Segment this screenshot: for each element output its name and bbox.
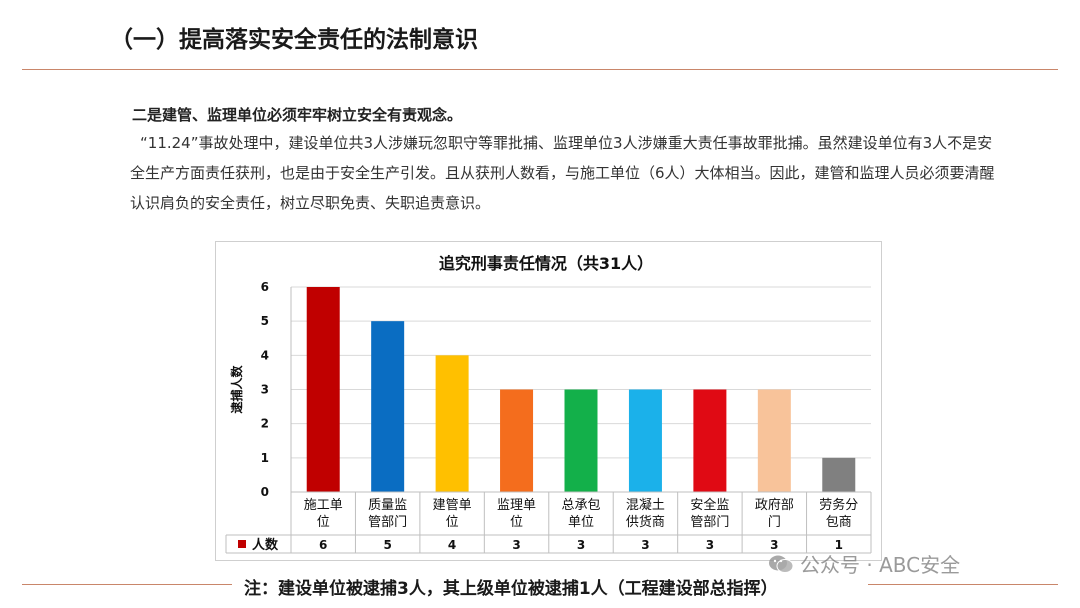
data-label: 3 bbox=[770, 538, 778, 552]
category-label: 位 bbox=[317, 515, 330, 530]
category-label: 单位 bbox=[568, 515, 594, 530]
category-label: 安全监 bbox=[690, 497, 729, 513]
category-label: 管部门 bbox=[690, 515, 729, 530]
bar bbox=[500, 389, 534, 492]
bar bbox=[306, 287, 340, 492]
chart-frame: 追究刑事责任情况（共31人） 逮捕人数 0 1 2 3 4 5 6 施工单位 6 质量监管部门 5… bbox=[215, 241, 882, 561]
category-label: 总承包 bbox=[561, 498, 600, 513]
legend-label: 人数 bbox=[252, 537, 279, 553]
note-divider-right bbox=[868, 584, 1058, 585]
y-tick-label: 2 bbox=[261, 417, 269, 431]
y-tick-label: 4 bbox=[261, 348, 269, 362]
chart-title: 追究刑事责任情况（共31人） bbox=[439, 254, 653, 273]
y-tick-label: 3 bbox=[261, 383, 269, 397]
data-label: 5 bbox=[383, 538, 391, 552]
legend-swatch bbox=[238, 540, 246, 548]
category-label: 政府部 bbox=[755, 498, 794, 513]
y-tick-label: 5 bbox=[261, 314, 269, 328]
page-title: （一）提高落实安全责任的法制意识 bbox=[110, 27, 478, 53]
y-tick-label: 1 bbox=[261, 451, 269, 465]
bar bbox=[371, 321, 405, 492]
category-label: 质量监 bbox=[368, 498, 407, 513]
category-label: 劳务分 bbox=[819, 497, 858, 513]
category-label: 监理单 bbox=[497, 498, 536, 513]
category-label: 混凝土 bbox=[626, 497, 665, 513]
bar bbox=[628, 389, 662, 492]
data-label: 3 bbox=[706, 538, 714, 552]
category-label: 位 bbox=[510, 515, 523, 530]
data-label: 1 bbox=[835, 538, 843, 552]
y-axis-label: 逮捕人数 bbox=[229, 365, 244, 414]
data-label: 6 bbox=[319, 538, 327, 552]
bar bbox=[822, 457, 856, 492]
data-label: 3 bbox=[641, 538, 649, 552]
footnote: 注：建设单位被逮捕3人，其上级单位被逮捕1人（工程建设部总指挥） bbox=[244, 579, 778, 599]
data-label: 3 bbox=[577, 538, 585, 552]
data-label: 3 bbox=[512, 538, 520, 552]
y-tick-label: 6 bbox=[261, 280, 269, 294]
watermark: 公众号 · ABC安全 bbox=[768, 549, 960, 578]
bar bbox=[693, 389, 727, 492]
bar bbox=[435, 355, 469, 492]
note-divider-left bbox=[22, 584, 232, 585]
category-label: 施工单 bbox=[304, 498, 343, 513]
body-paragraph-text: “11.24”事故处理中，建设单位共3人涉嫌玩忽职守等罪批捕、监理单位3人涉嫌重… bbox=[130, 134, 995, 212]
category-label: 建管单 bbox=[433, 498, 472, 513]
section-heading: 二是建管、监理单位必须牢牢树立安全有责观念。 bbox=[132, 106, 463, 124]
category-label: 管部门 bbox=[368, 515, 407, 530]
category-label: 供货商 bbox=[626, 514, 665, 530]
category-label: 包商 bbox=[826, 515, 852, 530]
y-tick-label: 0 bbox=[261, 485, 269, 499]
body-paragraph: “11.24”事故处理中，建设单位共3人涉嫌玩忽职守等罪批捕、监理单位3人涉嫌重… bbox=[130, 128, 1000, 218]
data-label: 4 bbox=[448, 538, 456, 552]
bar bbox=[564, 389, 598, 492]
bars bbox=[306, 287, 856, 492]
category-label: 位 bbox=[446, 515, 459, 530]
bar bbox=[757, 389, 791, 492]
watermark-text: 公众号 · ABC安全 bbox=[800, 553, 961, 577]
y-tick-labels: 0 1 2 3 4 5 6 bbox=[261, 280, 269, 499]
wechat-icon bbox=[769, 555, 794, 573]
title-divider bbox=[22, 69, 1058, 70]
category-label: 门 bbox=[768, 515, 781, 530]
